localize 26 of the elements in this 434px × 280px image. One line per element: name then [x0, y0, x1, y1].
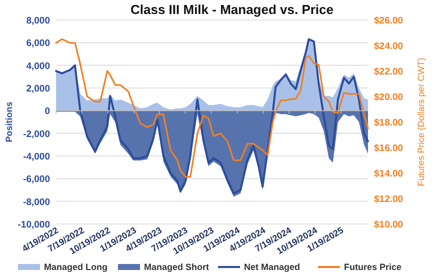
y2-tick-label: $18.00	[374, 118, 404, 128]
legend-label: Futures Price	[344, 262, 402, 272]
y-tick-label: 0	[44, 106, 50, 118]
y2-tick-label: $24.00	[374, 41, 404, 52]
legend-label: Managed Long	[44, 262, 108, 272]
y-tick-label: -6,000	[23, 174, 50, 186]
y2-tick-label: $10.00	[374, 220, 404, 230]
y2-tick-label: $26.00	[374, 16, 404, 26]
y-axis-title: Positions	[4, 102, 14, 142]
y-tick-label: 8,000	[26, 16, 50, 26]
y-tick-label: -4,000	[23, 152, 50, 162]
legend-label: Managed Short	[144, 262, 210, 272]
y2-tick-label: $14.00	[374, 168, 404, 180]
y-tick-label: -8,000	[23, 196, 50, 208]
y-tick-label: 6,000	[26, 38, 50, 50]
y2-tick-label: $20.00	[374, 92, 404, 103]
y2-tick-label: $22.00	[374, 66, 404, 78]
y2-tick-label: $12.00	[374, 194, 404, 205]
chart-title: Class III Milk - Managed vs. Price	[130, 2, 334, 17]
y-tick-label: 4,000	[26, 60, 50, 72]
y-tick-label: 2,000	[26, 84, 50, 94]
legend-label: Net Managed	[244, 262, 300, 272]
y-tick-label: -10,000	[18, 220, 50, 230]
y-tick-label: -2,000	[23, 128, 50, 140]
y2-tick-label: $16.00	[374, 143, 404, 154]
y2-axis-title: Futures Price (Dollars per CWT)	[416, 58, 426, 186]
